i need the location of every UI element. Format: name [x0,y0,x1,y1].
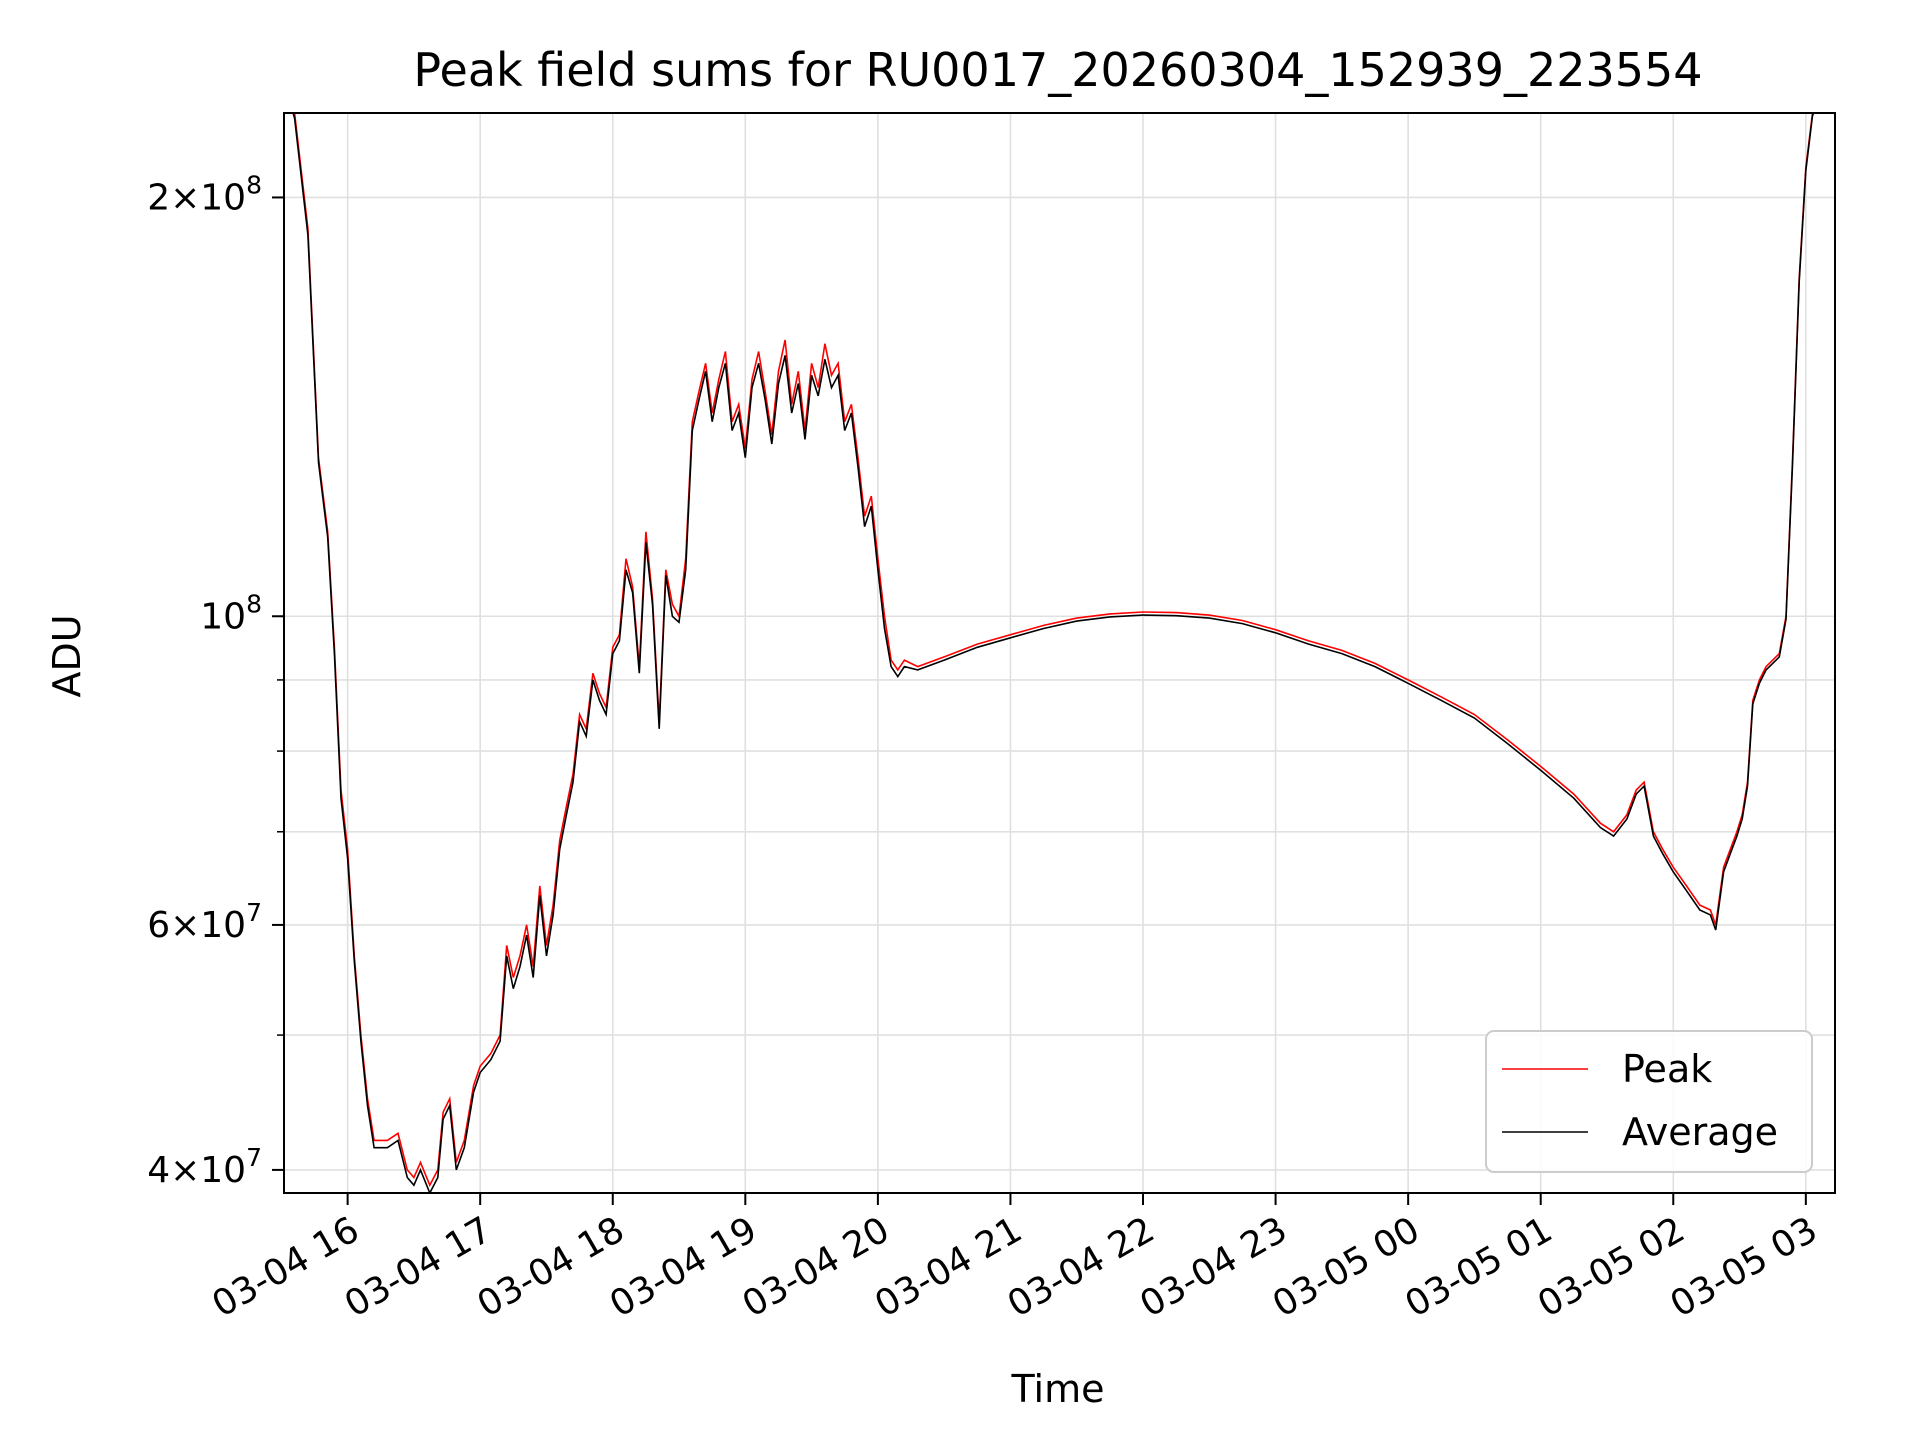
y-tick-label: 4×107 [147,1143,262,1191]
y-tick-label: 6×107 [147,898,262,946]
y-tick-label: 108 [200,589,262,637]
y-tick-label: 2×108 [147,170,262,218]
legend-box [1485,1030,1813,1173]
y-axis: 4×107 6×107 108 2×108 [147,170,284,1191]
chart-title: Peak field sums for RU0017_20260304_1529… [413,43,1702,97]
plot-background [284,113,1835,1193]
plot-frame [283,112,1836,1194]
series-line-average [292,113,1815,1193]
series-layer [292,113,1815,1193]
x-axis-label: Time [1011,1367,1105,1411]
legend-label-peak: Peak [1622,1047,1712,1091]
legend-label-average: Average [1622,1110,1778,1154]
series-line-peak [293,113,1814,1188]
legend: Peak Average [1485,1030,1813,1173]
y-axis-label: ADU [45,614,89,697]
